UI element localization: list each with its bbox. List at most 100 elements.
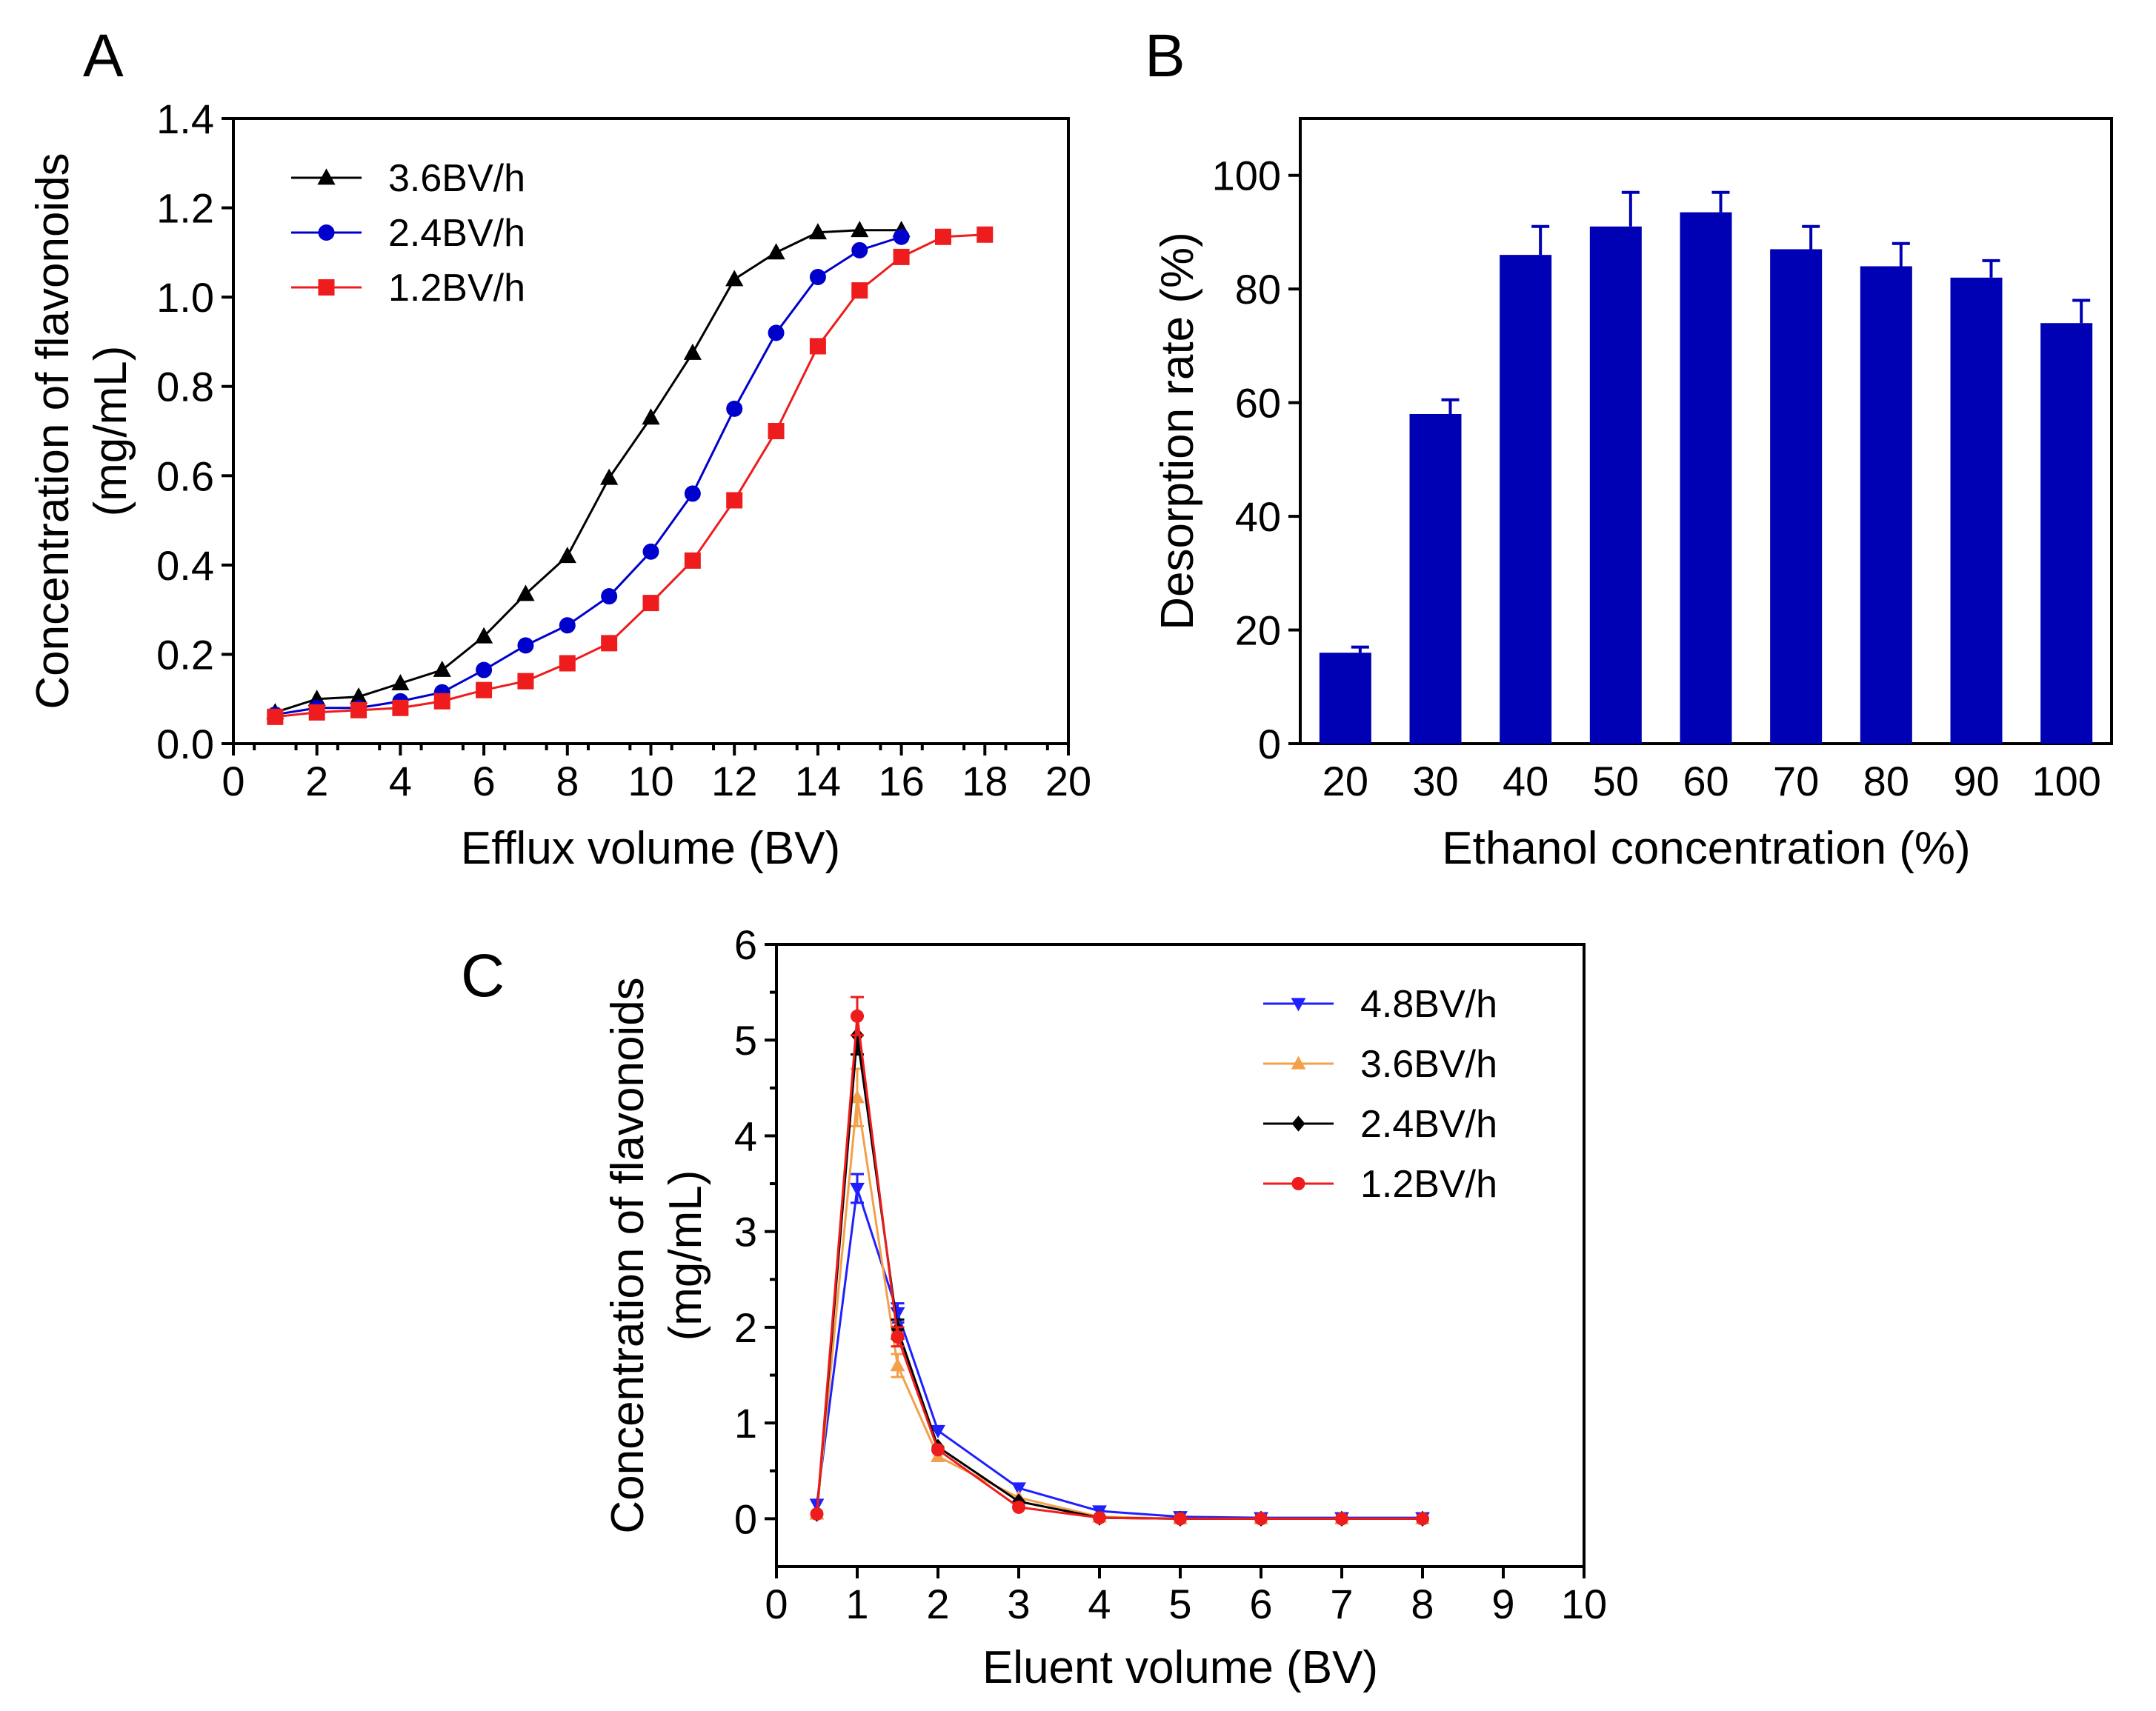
- panel-letter-a: A: [83, 22, 124, 90]
- legend-label: 1.2BV/h: [388, 267, 525, 310]
- y-tick-label: 1.2: [156, 185, 214, 232]
- data-point: [559, 655, 576, 672]
- data-point: [601, 588, 618, 605]
- data-point: [600, 468, 619, 485]
- panel-c-line-chart: 0 1 2 3 4 5 6 7 8 9 10 0 1 2 3 4 5 6 4.8BV/h 3.6BV/h 2.4BV/…: [602, 921, 1607, 1693]
- panel-a-y-axis-title-line2: (mg/mL): [85, 346, 136, 517]
- bar: [1589, 226, 1642, 744]
- legend-marker: [1291, 1055, 1306, 1070]
- legend-marker: [1291, 998, 1306, 1012]
- bar: [2040, 323, 2093, 744]
- x-tick-label: 2: [926, 1581, 949, 1627]
- bar: [1409, 413, 1462, 744]
- data-point: [768, 324, 785, 341]
- data-point: [768, 423, 785, 439]
- x-tick-label: 4: [1088, 1581, 1111, 1627]
- data-point: [684, 485, 701, 502]
- x-tick-label: 3: [1007, 1581, 1030, 1627]
- data-point: [559, 617, 576, 634]
- panel-b-bars: [1319, 190, 2093, 744]
- x-tick-label: 7: [1330, 1581, 1353, 1627]
- data-point: [476, 661, 493, 678]
- data-point: [809, 269, 826, 286]
- data-point: [476, 681, 493, 698]
- panel-a-line-chart: 0 2 4 6 8 10 12 14 16 18 20 0.0 0.2 0.4 0.6 0.8 1.0 1.2 1.…: [27, 96, 1091, 874]
- data-point: [1093, 1511, 1106, 1525]
- data-point: [851, 241, 868, 259]
- data-point: [893, 248, 910, 265]
- data-point: [1011, 1482, 1026, 1496]
- y-tick-label: 1.4: [156, 96, 214, 142]
- data-point: [433, 660, 451, 677]
- panel-letter-c: C: [461, 942, 505, 1010]
- legend-label: 1.2BV/h: [1360, 1163, 1497, 1206]
- panel-b-x-axis-title: Ethanol concentration (%): [1442, 823, 1970, 874]
- panel-c-y-axis-title-line1: Concentration of flavonoids: [602, 977, 653, 1533]
- x-tick-label: 20: [1322, 758, 1368, 804]
- panel-c-legend: 4.8BV/h 3.6BV/h 2.4BV/h 1.2BV/h: [1263, 983, 1497, 1206]
- bar: [1950, 277, 2003, 744]
- data-point: [1416, 1512, 1429, 1526]
- data-point: [1335, 1512, 1348, 1526]
- y-tick-label: 0.6: [156, 453, 214, 499]
- y-tick-label: 0.0: [156, 721, 214, 767]
- data-point: [726, 400, 743, 417]
- x-tick-label: 8: [556, 758, 579, 804]
- data-point: [1012, 1500, 1025, 1514]
- panel-b-bar-chart: 0 20 40 60 80 100 20 30 40 50 60 70 80 90 100 Ethanol …: [1152, 117, 2113, 874]
- data-point: [684, 552, 701, 569]
- data-point: [976, 226, 994, 243]
- x-tick-label: 9: [1491, 1581, 1514, 1627]
- series-3.6BV/h: [809, 1067, 1430, 1525]
- x-tick-label: 90: [1953, 758, 1999, 804]
- data-point: [392, 699, 409, 716]
- panel-a-x-axis-title: Efflux volume (BV): [461, 823, 840, 874]
- data-point: [558, 547, 576, 564]
- data-point: [1174, 1512, 1187, 1526]
- x-tick-label: 10: [628, 758, 673, 804]
- data-point: [850, 1182, 865, 1196]
- panel-a-legend: 3.6BV/h 2.4BV/h 1.2BV/h: [291, 157, 525, 310]
- data-point: [934, 228, 951, 245]
- data-point: [808, 223, 827, 240]
- data-point: [726, 492, 743, 509]
- bar: [1860, 266, 1912, 744]
- y-tick-label: 5: [734, 1017, 757, 1064]
- bar: [1680, 212, 1732, 744]
- x-tick-label: 1: [845, 1581, 868, 1627]
- series-line: [816, 1015, 1423, 1520]
- x-tick-label: 0: [765, 1581, 788, 1627]
- data-point: [890, 1358, 905, 1372]
- legend-label: 4.8BV/h: [1360, 983, 1497, 1026]
- series-3.6BV/h: [266, 221, 911, 720]
- x-tick-label: 40: [1503, 758, 1548, 804]
- data-point: [308, 704, 325, 721]
- legend-label: 2.4BV/h: [388, 212, 525, 255]
- series-line: [275, 233, 985, 718]
- x-tick-label: 20: [1045, 758, 1091, 804]
- y-tick-label: 20: [1235, 607, 1281, 654]
- panel-c-series: [809, 995, 1430, 1527]
- data-point: [349, 687, 368, 704]
- y-tick-label: 0.4: [156, 542, 214, 589]
- y-tick-label: 1.0: [156, 274, 214, 321]
- x-tick-label: 6: [473, 758, 496, 804]
- legend-label: 3.6BV/h: [388, 157, 525, 200]
- legend-marker: [317, 168, 336, 185]
- panel-a-ticks: 0 2 4 6 8 10 12 14 16 18 20 0.0 0.2 0.4 0.6 0.8 1.0 1.2 1.…: [156, 96, 1091, 804]
- panel-c-x-axis-title: Eluent volume (BV): [982, 1642, 1378, 1693]
- x-tick-label: 16: [878, 758, 924, 804]
- series-line: [816, 1035, 1423, 1520]
- x-tick-label: 8: [1411, 1581, 1434, 1627]
- x-tick-label: 50: [1593, 758, 1639, 804]
- data-point: [891, 1330, 905, 1344]
- data-point: [767, 243, 785, 260]
- data-point: [1254, 1512, 1268, 1526]
- bar: [1319, 653, 1371, 744]
- data-point: [391, 673, 410, 690]
- y-tick-label: 3: [734, 1209, 757, 1255]
- data-point: [642, 595, 659, 612]
- legend-label: 2.4BV/h: [1360, 1103, 1497, 1146]
- x-tick-label: 4: [389, 758, 412, 804]
- y-tick-label: 40: [1235, 493, 1281, 540]
